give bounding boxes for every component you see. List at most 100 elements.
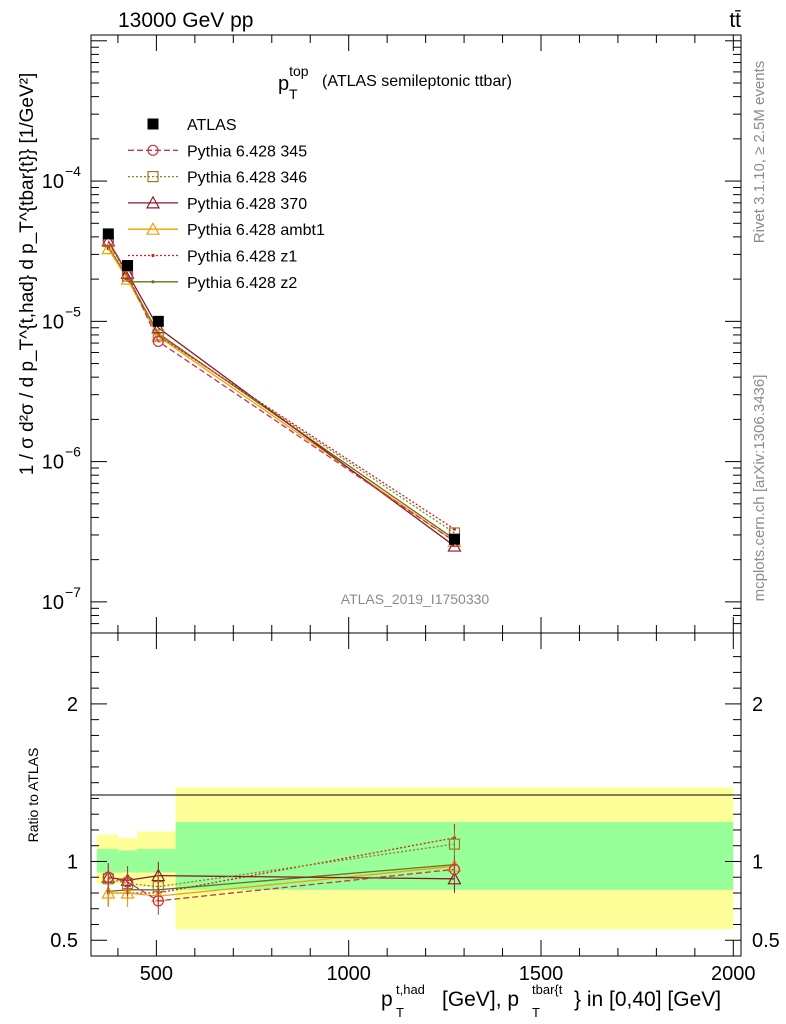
legend-marker [147,144,159,156]
data-point [152,335,164,347]
ratio-line [108,868,455,902]
x-tick-label: 1000 [326,963,371,985]
x-label-p1-sub: T [396,1005,404,1020]
series-atlas [102,228,460,545]
data-point [120,266,135,279]
process-label: tt̄ [729,9,741,32]
ratio-line [108,874,455,882]
y-tick-base: 10 [42,171,64,193]
legend: ATLAS Pythia 6.428 345 Pythia 6.428 346 Pyt… [128,117,325,292]
ratio-line [108,865,455,897]
legend-entry: Pythia 6.428 346 [128,170,307,187]
ratio-y-label: Ratio to ATLAS [25,748,41,843]
y-tick-label: 10 [42,171,64,193]
ratio-point [152,895,164,907]
legend-marker [151,280,155,284]
legend-marker [151,253,155,258]
y-tick-base: 10 [42,592,64,614]
main-panel: 10−710−610−510−4 ptop T (ATLAS semilepto… [17,34,742,634]
ratio-panel: 0.5 0.5 1 1 2 2 500 1000 1500 2000 Ratio to ATLA… [25,632,780,1020]
ratio-y-tick-labels: 0.5 0.5 1 1 2 2 [50,694,780,952]
stat-uncertainty-band [96,848,118,873]
ratio-y-tick-label: 2 [67,694,78,716]
ratio-series-pythia-6-428-345 [102,855,461,915]
y-tick-exponent: −7 [65,584,81,600]
legend-entry: ATLAS [147,117,237,134]
data-point [101,241,116,255]
x-tick-label: 500 [140,963,173,985]
rivet-label: Rivet 3.1.10, ≥ 2.5M events [751,61,768,244]
x-label-p1: p [381,988,393,1011]
x-axis-label: p t,had T [GeV], p tbar{t T } in [0,40] … [381,982,721,1020]
ratio-line [108,843,455,888]
ratio-point [101,885,116,899]
data-point [151,320,166,334]
legend-label: Pythia 6.428 346 [187,170,307,187]
ratio-point [120,885,135,899]
legend-entry: Pythia 6.428 370 [128,195,307,213]
y-tick-exponent: −4 [65,163,81,179]
x-label-mid: [GeV], p [442,988,519,1011]
analysis-id: ATLAS_2019_I1750330 [341,591,490,607]
ratio-y-tick-label-right: 2 [752,694,763,716]
legend-entry: Pythia 6.428 ambt1 [128,221,325,239]
series-line [107,241,455,534]
main-y-ticks [91,40,741,634]
ratio-point [448,838,461,850]
x-label-p2-sub: T [532,1005,540,1020]
ratio-point [447,871,462,885]
ratio-y-tick-label: 1 [67,851,78,873]
legend-marker [145,221,161,235]
ratio-frame [90,632,742,957]
stat-uncertainty-band [117,850,138,873]
uncertainty-bands [96,787,734,930]
series-line [107,248,455,542]
title-rest: (ATLAS semileptonic ttbar) [322,73,512,90]
ratio-y-tick-label-right: 1 [752,851,763,873]
legend-entry: Pythia 6.428 z1 [128,249,297,266]
series-line [107,240,455,542]
main-y-label: 1 / σ d²σ / d p_T^{t,had} d p_T^{tbar{t}… [17,73,38,476]
legend-entry: Pythia 6.428 z2 [128,275,297,292]
ratio-y-tick-label-right: 0.5 [752,930,780,952]
energy-label: 13000 GeV pp [118,9,253,32]
legend-label: Pythia 6.428 345 [187,143,307,160]
ratio-point [448,863,461,875]
ratio-y-tick-label: 0.5 [50,930,78,952]
legend-entry: Pythia 6.428 345 [128,143,307,160]
legend-label: Pythia 6.428 370 [187,196,307,213]
title-sub: T [289,86,298,102]
ratio-point [102,871,114,883]
x-label-p1-sup: t,had [396,982,425,997]
legend-label: Pythia 6.428 z2 [187,275,297,292]
x-tick-label: 2000 [711,963,756,985]
ratio-series [101,823,462,915]
mcplots-label: mcplots.cern.ch [arXiv:1306.3436] [751,375,768,602]
x-label-p2-sup: tbar{t [532,982,563,997]
y-tick-label: 10 [42,452,64,474]
y-tick-base: 10 [42,452,64,474]
ratio-x-ticks [117,633,734,956]
main-series [101,228,462,552]
main-x-ticks [117,35,734,633]
data-point [448,533,460,545]
legend-marker [147,171,159,183]
y-tick-base: 10 [42,311,64,333]
ratio-y-ticks [91,656,741,941]
y-tick-label: 10 [42,592,64,614]
legend-marker [145,195,161,209]
main-y-tick-labels: 10−710−610−510−4 [42,163,81,614]
stat-uncertainty-band [137,848,176,873]
ratio-point [121,876,134,888]
x-label-end: } in [0,40] [GeV] [574,988,721,1011]
legend-label: Pythia 6.428 z1 [187,249,297,266]
legend-label: Pythia 6.428 ambt1 [187,222,325,239]
data-point [122,260,134,272]
legend-label: ATLAS [187,117,237,134]
x-tick-labels: 500 1000 1500 2000 [140,963,756,985]
y-tick-label: 10 [42,311,64,333]
main-title: ptop [278,63,309,95]
legend-marker [147,118,159,130]
data-point [152,315,164,327]
